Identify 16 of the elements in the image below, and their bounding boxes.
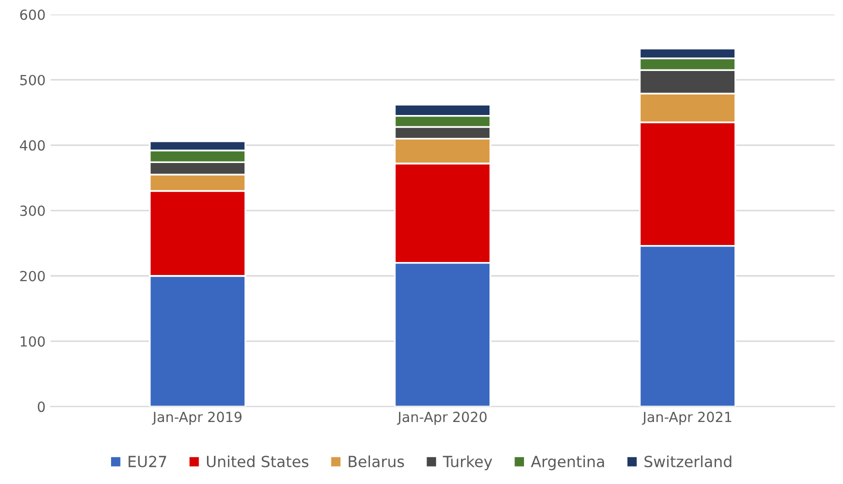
legend-label: EU27 xyxy=(128,456,166,468)
legend-label: Belarus xyxy=(348,455,404,468)
y-tick-label: 200 xyxy=(20,270,45,282)
x-tick-label: Jan-Apr 2021 xyxy=(642,412,732,425)
legend-label: United States xyxy=(206,455,308,468)
legend-label: Turkey xyxy=(442,455,492,470)
y-tick-label: 0 xyxy=(38,402,45,412)
y-tick-label: 600 xyxy=(20,9,45,20)
x-tick-label: Jan-Apr 2020 xyxy=(396,412,487,425)
legend-label: Switzerland xyxy=(644,455,732,468)
y-tick-label: 400 xyxy=(20,140,45,151)
y-tick-label: 100 xyxy=(20,336,45,347)
y-tick-label: 300 xyxy=(20,206,45,216)
y-tick-label: 500 xyxy=(20,74,45,86)
legend-label: Argentina xyxy=(530,455,604,470)
x-tick-label: Jan-Apr 2019 xyxy=(152,412,242,425)
